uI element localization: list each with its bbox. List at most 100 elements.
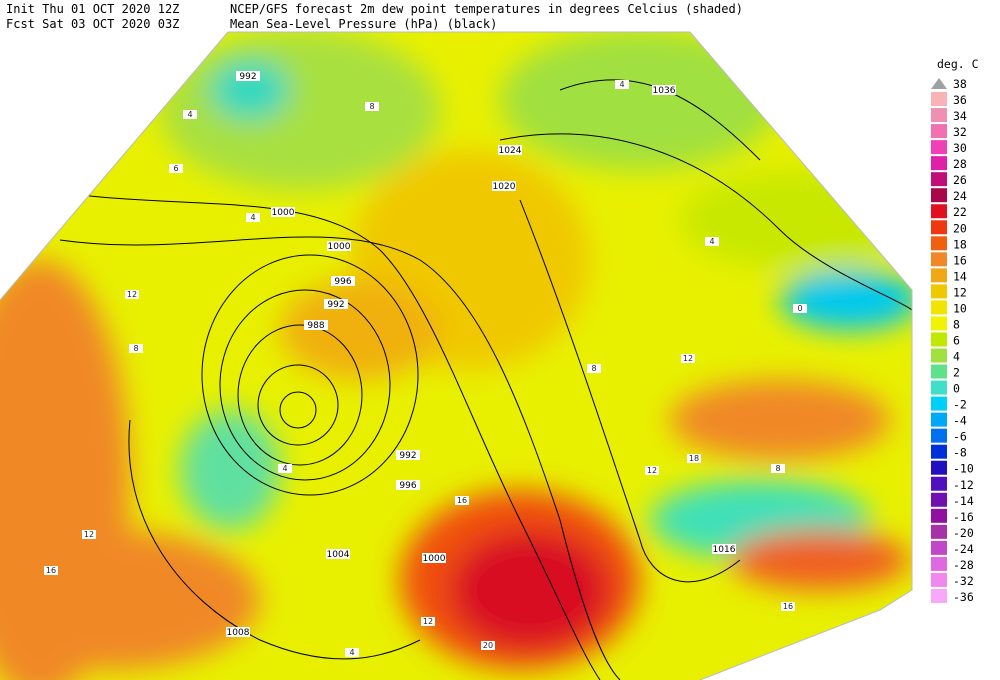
isobar-label: 1008 <box>227 628 250 638</box>
dewpoint-label-bg <box>169 164 183 173</box>
legend-swatch <box>931 284 947 299</box>
legend-swatch <box>931 124 947 139</box>
isobar-label-bg <box>498 145 522 155</box>
legend-swatch <box>931 92 947 107</box>
dewpoint-label: 12 <box>423 617 433 626</box>
legend-label: -12 <box>953 478 974 492</box>
legend-swatch <box>931 204 947 219</box>
legend-label: -20 <box>953 526 974 540</box>
isobar-label-bg <box>331 276 355 286</box>
isobar-label: 1000 <box>328 242 351 252</box>
isobar-label: 1004 <box>327 550 350 560</box>
dewpoint-label: 6 <box>173 164 178 173</box>
dewpoint-label: 18 <box>689 454 699 463</box>
legend-label: -32 <box>953 574 974 588</box>
legend-label: 4 <box>953 350 960 364</box>
dewpoint-label: 0 <box>797 304 802 313</box>
dewpoint-label: 12 <box>127 290 137 299</box>
legend-swatch <box>931 156 947 171</box>
isobar-label: 992 <box>239 72 256 82</box>
legend-label: 28 <box>953 157 967 171</box>
dewpoint-label-bg <box>129 344 143 353</box>
dewpoint-label-bg <box>455 496 469 505</box>
legend-label: 20 <box>953 221 967 235</box>
dewpoint-label: 12 <box>84 530 94 539</box>
legend-label: 32 <box>953 125 967 139</box>
legend-swatch <box>931 444 947 459</box>
legend-swatch <box>931 508 947 523</box>
isobar-label: 1016 <box>713 545 736 555</box>
isobar-label-bg <box>396 480 420 490</box>
isobar-label-bg <box>492 181 516 191</box>
isobar-label-bg <box>422 553 446 563</box>
isobar-label-bg <box>236 71 260 81</box>
legend-swatch <box>931 108 947 123</box>
map-subtitle: Mean Sea-Level Pressure (hPa) (black) <box>230 17 497 31</box>
isobar-label: 1000 <box>272 208 295 218</box>
legend-label: 6 <box>953 333 960 347</box>
legend-swatch <box>931 588 947 603</box>
map-border <box>0 31 913 680</box>
dewpoint-label: 4 <box>349 648 354 657</box>
isobar-label-bg <box>271 207 295 217</box>
dewpoint-label: 4 <box>250 213 255 222</box>
legend-swatch <box>931 348 947 363</box>
isobar-label: 996 <box>334 277 351 287</box>
legend-label: 38 <box>953 77 967 91</box>
legend-label: -2 <box>953 398 967 412</box>
dewpoint-label: 16 <box>457 496 467 505</box>
isobar-label-bg <box>652 85 676 95</box>
legend-label: -16 <box>953 510 974 524</box>
dewpoint-label-bg <box>421 617 435 626</box>
dewpoint-label: 12 <box>683 354 693 363</box>
legend-swatch <box>931 412 947 427</box>
dewpoint-label-bg <box>793 304 807 313</box>
legend-label: -8 <box>953 446 967 460</box>
legend-label: 16 <box>953 253 967 267</box>
legend-label: 0 <box>953 382 960 396</box>
legend-swatch <box>931 524 947 539</box>
legend-swatch <box>931 332 947 347</box>
dewpoint-label-bg <box>365 102 379 111</box>
legend-label: 10 <box>953 301 967 315</box>
dewpoint-shading <box>0 32 912 680</box>
dewpoint-label-bg <box>781 602 795 611</box>
legend-label: -36 <box>953 590 974 604</box>
legend-swatch <box>931 140 947 155</box>
isobar-label: 996 <box>399 481 416 491</box>
legend-swatch <box>931 572 947 587</box>
legend-swatch <box>931 556 947 571</box>
legend-swatch <box>931 252 947 267</box>
dewpoint-label: 8 <box>591 364 596 373</box>
legend-swatch <box>931 428 947 443</box>
legend-label: 12 <box>953 285 967 299</box>
dewpoint-label-bg <box>645 466 659 475</box>
legend-swatch <box>931 268 947 283</box>
dewpoint-label-bg <box>345 648 359 657</box>
dewpoint-label: 4 <box>187 110 192 119</box>
legend-label: 2 <box>953 366 960 380</box>
isobar-label: 1000 <box>423 554 446 564</box>
legend-label: 26 <box>953 173 967 187</box>
legend-swatch <box>931 364 947 379</box>
init-time: Init Thu 01 OCT 2020 12Z <box>6 2 179 16</box>
dewpoint-label: 16 <box>783 602 793 611</box>
legend-swatch <box>931 380 947 395</box>
legend-label: 24 <box>953 189 967 203</box>
dewpoint-label-bg <box>687 454 701 463</box>
legend-label: 34 <box>953 109 967 123</box>
isobars <box>0 79 912 680</box>
map-area <box>0 32 912 680</box>
isobar-label-bg <box>396 450 420 460</box>
legend-swatch <box>931 460 947 475</box>
dewpoint-label: 4 <box>709 237 714 246</box>
dewpoint-label: 8 <box>369 102 374 111</box>
dewpoint-label-bg <box>481 641 495 650</box>
legend-unit: deg. C <box>937 57 979 71</box>
dewpoint-label-bg <box>615 80 629 89</box>
dewpoint-label-bg <box>681 354 695 363</box>
dewpoint-label-bg <box>82 530 96 539</box>
dewpoint-label: 12 <box>647 466 657 475</box>
legend-label: -24 <box>953 542 974 556</box>
